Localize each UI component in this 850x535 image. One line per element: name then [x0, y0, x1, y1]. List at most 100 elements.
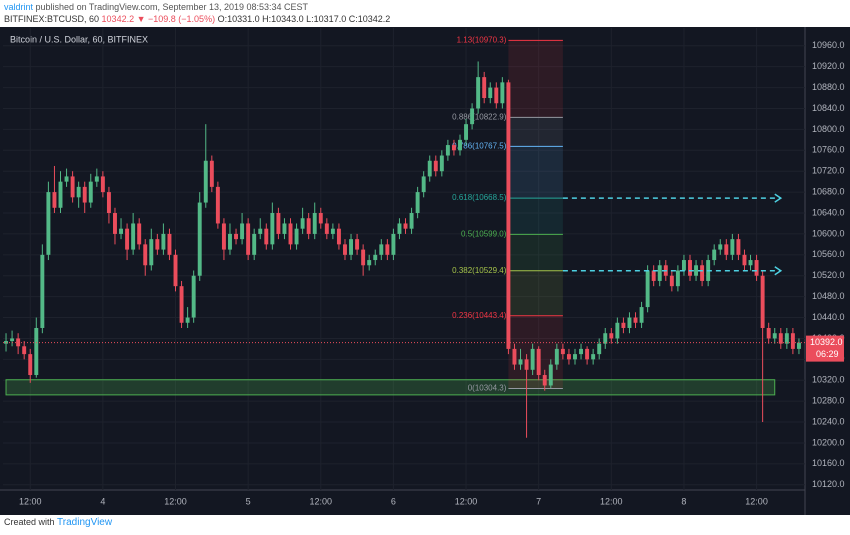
candle-body [615, 322, 620, 339]
candle-body [403, 223, 408, 229]
candle-body [421, 176, 426, 193]
candle-body [554, 348, 559, 365]
candle-body [560, 348, 565, 355]
candle-body [252, 233, 257, 255]
candle-body [46, 192, 51, 255]
x-tick-label: 12:00 [600, 496, 623, 506]
x-tick-label: 6 [391, 496, 396, 506]
countdown: 06:29 [816, 349, 839, 359]
arrow-head [774, 193, 783, 203]
candle-body [336, 228, 341, 245]
candle-body [318, 213, 323, 224]
candle-body [645, 270, 650, 308]
x-tick-label: 12:00 [310, 496, 333, 506]
candle-body [270, 213, 275, 245]
candle-body [433, 160, 438, 172]
candle-body [125, 228, 130, 250]
price: 10342.2 [101, 14, 135, 24]
candle-body [349, 239, 354, 255]
candle-body [367, 260, 372, 266]
candle-body [113, 213, 117, 234]
candle-body [470, 108, 475, 125]
candle-body [40, 254, 45, 328]
candle-body [796, 342, 801, 349]
fib-label: 0.382(10529.4) [452, 266, 507, 275]
candle-body [209, 160, 214, 187]
fib-label: 0.618(10668.5) [452, 193, 507, 202]
x-tick-label: 4 [100, 496, 105, 506]
candle-body [167, 233, 172, 255]
candle-body [282, 223, 287, 234]
candle-body [276, 213, 281, 234]
candle-body [591, 354, 596, 360]
y-tick-label: 10600.0 [812, 228, 845, 238]
candle-body [760, 275, 765, 328]
candle-body [82, 186, 87, 203]
candle-body [343, 244, 347, 255]
fib-band [508, 315, 563, 389]
fib-label: 0.886(10822.9) [452, 113, 507, 122]
x-tick-label: 5 [246, 496, 251, 506]
footer: Created with TradingView [4, 517, 112, 528]
fib-band [508, 40, 563, 118]
candle-body [264, 228, 269, 245]
candle-body [397, 223, 402, 234]
x-tick-label: 12:00 [455, 496, 478, 506]
candle-body [300, 218, 305, 229]
candle-body [609, 333, 614, 339]
x-tick-label: 12:00 [164, 496, 187, 506]
fib-label: 1.13(10970.3) [457, 35, 507, 44]
candle-body [246, 223, 251, 255]
candle-body [736, 239, 741, 255]
y-tick-label: 10200.0 [812, 437, 845, 447]
candle-body [22, 346, 27, 355]
brand: TradingView [57, 517, 113, 528]
candle-body [355, 239, 360, 250]
y-tick-label: 10840.0 [812, 103, 845, 113]
candle-body [748, 260, 753, 266]
fib-label: 0.5(10599.0) [461, 230, 507, 239]
candle-body [221, 223, 226, 250]
candle-body [639, 307, 644, 323]
x-tick-label: 12:00 [745, 496, 768, 506]
candle-body [143, 244, 148, 266]
candle-body [681, 260, 686, 271]
y-tick-label: 10440.0 [812, 312, 845, 322]
candle-body [52, 192, 57, 208]
candle-body [197, 202, 202, 276]
candle-body [778, 333, 783, 344]
candle-body [119, 228, 123, 234]
candle-body [621, 322, 626, 328]
candle-body [500, 82, 505, 104]
candle-body [754, 260, 759, 276]
y-tick-label: 10800.0 [812, 124, 845, 134]
candle-body [488, 87, 493, 99]
candle-body [579, 348, 584, 355]
last-price-label: 10392.0 [810, 337, 843, 347]
candle-body [173, 254, 178, 287]
candle-body [651, 270, 656, 281]
candle-body [772, 333, 777, 339]
candle-body [700, 265, 705, 281]
candle-body [155, 239, 160, 250]
candle-body [161, 233, 166, 250]
candle-body [203, 160, 208, 203]
candle-body [445, 145, 450, 156]
support-zone [5, 379, 776, 396]
candle-body [306, 218, 311, 234]
candle-body [627, 317, 632, 328]
y-tick-label: 10760.0 [812, 145, 845, 155]
candle-body [742, 254, 747, 266]
candle-body [482, 77, 487, 99]
y-tick-label: 10280.0 [812, 396, 845, 406]
fib-band [508, 117, 563, 147]
candle-body [324, 223, 329, 234]
y-tick-label: 10560.0 [812, 249, 845, 259]
candle-body [675, 270, 680, 287]
candle-body [458, 139, 462, 151]
candle-body [70, 176, 75, 198]
symbol: BITFINEX:BTCUSD, 60 [4, 14, 100, 24]
candle-body [58, 181, 63, 208]
candle-body [669, 275, 674, 287]
candle-body [415, 192, 420, 214]
